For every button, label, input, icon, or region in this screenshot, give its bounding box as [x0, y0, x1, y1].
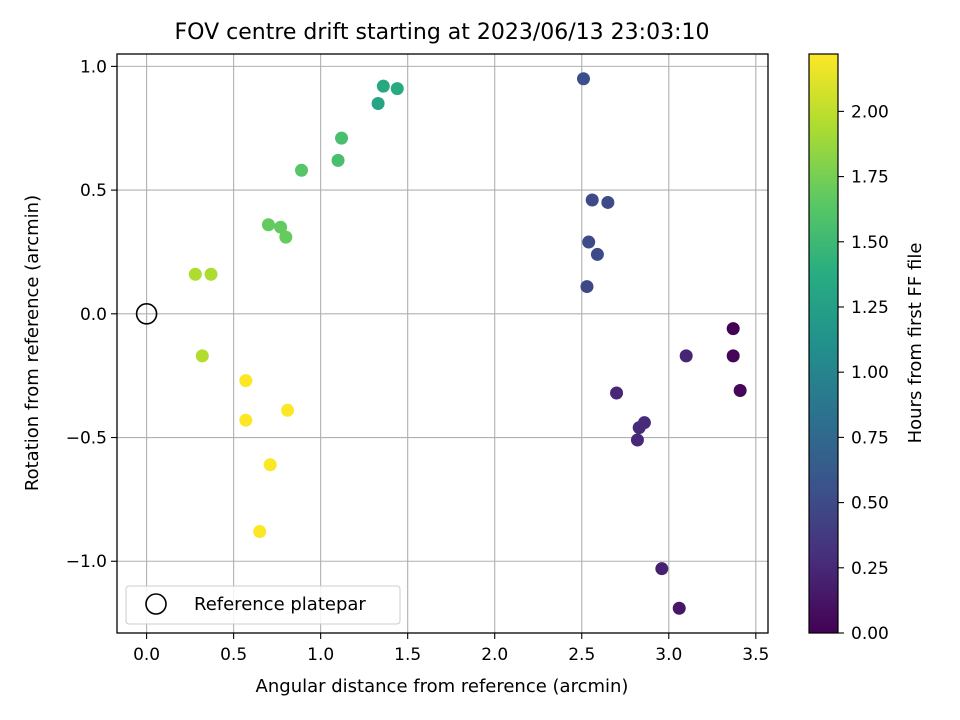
x-tick-label: 1.0: [307, 645, 334, 665]
data-point: [630, 433, 644, 447]
chart-title: FOV centre drift starting at 2023/06/13 …: [175, 20, 710, 45]
data-point: [576, 72, 590, 86]
colorbar-tick-label: 0.00: [851, 624, 889, 644]
y-tick-label: 1.0: [80, 57, 107, 77]
data-point: [679, 349, 693, 363]
data-point: [261, 218, 275, 232]
colorbar-tick-label: 1.50: [851, 233, 889, 253]
data-point: [239, 413, 253, 427]
legend-marker: [145, 593, 167, 615]
y-tick-label: 0.5: [80, 181, 107, 201]
data-point: [295, 163, 309, 177]
colorbar-tick-label: 0.50: [851, 494, 889, 514]
x-axis-label: Angular distance from reference (arcmin): [256, 676, 629, 697]
data-point: [274, 220, 288, 234]
x-tick-label: 0.5: [220, 645, 247, 665]
data-point: [281, 403, 295, 417]
plot-frame: [116, 53, 769, 634]
data-point: [331, 153, 345, 167]
x-axis-ticks: 0.0 0.5 1.0 1.5 2.0 2.5 3.0 3.5: [133, 633, 769, 665]
data-point: [580, 280, 594, 294]
data-point: [582, 235, 596, 249]
y-tick-label: 0.0: [80, 305, 107, 325]
colorbar-tick-label: 1.25: [851, 298, 889, 318]
x-tick-label: 0.0: [133, 645, 160, 665]
legend-box: [125, 585, 401, 625]
x-tick-label: 3.5: [742, 645, 769, 665]
data-point: [204, 267, 218, 281]
data-point: [279, 230, 293, 244]
colorbar-tick-label: 2.00: [851, 102, 889, 122]
data-point: [239, 374, 253, 388]
colorbar-tick-label: 0.75: [851, 428, 889, 448]
y-tick-label: −0.5: [66, 429, 107, 449]
data-point: [637, 416, 651, 430]
colorbar-label: Hours from first FF file: [905, 243, 926, 444]
data-point: [263, 458, 277, 472]
data-point: [195, 349, 209, 363]
colorbar-tick-label: 1.75: [851, 168, 889, 188]
data-point: [390, 82, 404, 96]
x-tick-label: 2.0: [481, 645, 508, 665]
legend-label: Reference platepar: [194, 594, 366, 615]
colorbar-ticks: 0.00 0.25 0.50 0.75 1.00 1.25 1.50 1.75 2.00: [838, 102, 889, 644]
data-point: [335, 131, 349, 145]
data-point: [610, 386, 624, 400]
data-point: [726, 349, 740, 363]
reference-point-marker: [135, 303, 158, 325]
x-tick-label: 1.5: [394, 645, 421, 665]
data-point: [585, 193, 599, 207]
data-point: [601, 195, 615, 209]
data-point: [371, 96, 385, 110]
y-axis-label: Rotation from reference (arcmin): [22, 195, 43, 491]
grid-lines: [117, 54, 768, 633]
colorbar: [808, 53, 839, 634]
data-point: [726, 322, 740, 336]
data-point: [376, 79, 390, 93]
x-tick-label: 3.0: [655, 645, 682, 665]
y-tick-label: −1.0: [66, 552, 107, 572]
data-point: [188, 267, 202, 281]
data-point: [590, 247, 604, 261]
data-point: [733, 384, 747, 398]
data-point: [655, 562, 669, 576]
colorbar-tick-label: 1.00: [851, 363, 889, 383]
data-point: [253, 525, 267, 539]
scatter-points: [188, 72, 747, 615]
y-axis-ticks: −1.0 −0.5 0.0 0.5 1.0: [66, 57, 117, 572]
x-tick-label: 2.5: [568, 645, 595, 665]
colorbar-tick-label: 0.25: [851, 559, 889, 579]
legend: Reference platepar: [125, 585, 401, 625]
data-point: [672, 601, 686, 615]
